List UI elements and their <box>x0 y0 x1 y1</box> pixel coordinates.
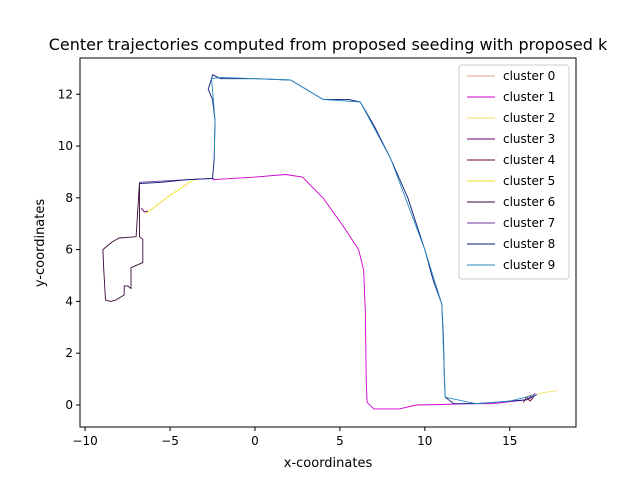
series-line-cluster-9 <box>211 76 538 405</box>
chart-title: Center trajectories computed from propos… <box>49 35 608 54</box>
y-axis-label: y-coordinates <box>33 199 48 287</box>
x-axis-label: x-coordinates <box>284 456 373 471</box>
y-tick-label: 6 <box>65 243 73 257</box>
y-tick-label: 12 <box>58 87 73 101</box>
axes-frame <box>79 57 577 428</box>
y-tick-label: 10 <box>58 139 73 153</box>
x-tick-label: −10 <box>72 434 97 448</box>
legend-label: cluster 7 <box>503 216 555 230</box>
legend-label: cluster 9 <box>503 258 555 272</box>
legend-label: cluster 4 <box>503 153 555 167</box>
legend: cluster 0 cluster 1 cluster 2 cluster 3 clus… <box>458 64 570 280</box>
legend-label: cluster 1 <box>503 90 555 104</box>
legend-label: cluster 2 <box>503 111 555 125</box>
series-line-cluster-5 <box>145 178 196 214</box>
y-tick-label: 0 <box>65 398 73 412</box>
legend-label: cluster 3 <box>503 132 555 146</box>
y-tick-label: 8 <box>65 191 73 205</box>
series-line-cluster-6 <box>102 182 144 302</box>
legend-label: cluster 5 <box>503 174 555 188</box>
legend-label: cluster 8 <box>503 237 555 251</box>
legend-label: cluster 0 <box>503 69 555 83</box>
y-tick-label: 4 <box>65 294 73 308</box>
x-tick-label: 10 <box>417 434 432 448</box>
y-axis: 0 2 4 6 8 10 12 <box>58 87 80 412</box>
y-tick-label: 2 <box>65 346 73 360</box>
legend-label: cluster 6 <box>503 195 555 209</box>
x-tick-label: −5 <box>161 434 179 448</box>
plot-area <box>102 74 558 410</box>
x-axis: −10 −5 0 5 10 15 <box>72 427 517 448</box>
x-tick-label: 15 <box>502 434 517 448</box>
x-tick-label: 5 <box>336 434 344 448</box>
x-tick-label: 0 <box>251 434 259 448</box>
series-line-cluster-3 <box>140 207 149 213</box>
